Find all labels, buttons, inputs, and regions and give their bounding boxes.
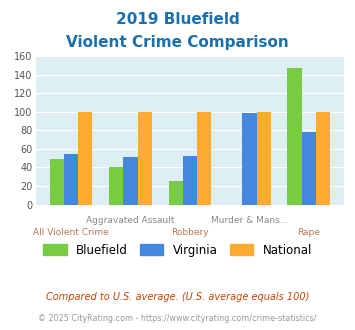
Bar xyxy=(302,132,316,205)
Legend: Bluefield, Virginia, National: Bluefield, Virginia, National xyxy=(38,239,317,261)
Text: Violent Crime Comparison: Violent Crime Comparison xyxy=(66,35,289,50)
Text: Murder & Mans...: Murder & Mans... xyxy=(211,216,288,225)
Bar xyxy=(316,112,330,205)
Text: Rape: Rape xyxy=(297,228,320,237)
Text: Robbery: Robbery xyxy=(171,228,209,237)
Bar xyxy=(169,182,183,205)
Text: Aggravated Assault: Aggravated Assault xyxy=(86,216,175,225)
Bar xyxy=(50,159,64,205)
Text: All Violent Crime: All Violent Crime xyxy=(33,228,109,237)
Text: 2019 Bluefield: 2019 Bluefield xyxy=(116,12,239,26)
Bar xyxy=(183,156,197,205)
Bar xyxy=(138,112,152,205)
Text: © 2025 CityRating.com - https://www.cityrating.com/crime-statistics/: © 2025 CityRating.com - https://www.city… xyxy=(38,314,317,323)
Bar xyxy=(197,112,211,205)
Bar xyxy=(109,167,123,205)
Bar xyxy=(257,112,271,205)
Text: Compared to U.S. average. (U.S. average equals 100): Compared to U.S. average. (U.S. average … xyxy=(46,292,309,302)
Bar xyxy=(78,112,92,205)
Bar xyxy=(123,157,138,205)
Bar xyxy=(64,153,78,205)
Bar xyxy=(242,113,257,205)
Bar xyxy=(288,68,302,205)
